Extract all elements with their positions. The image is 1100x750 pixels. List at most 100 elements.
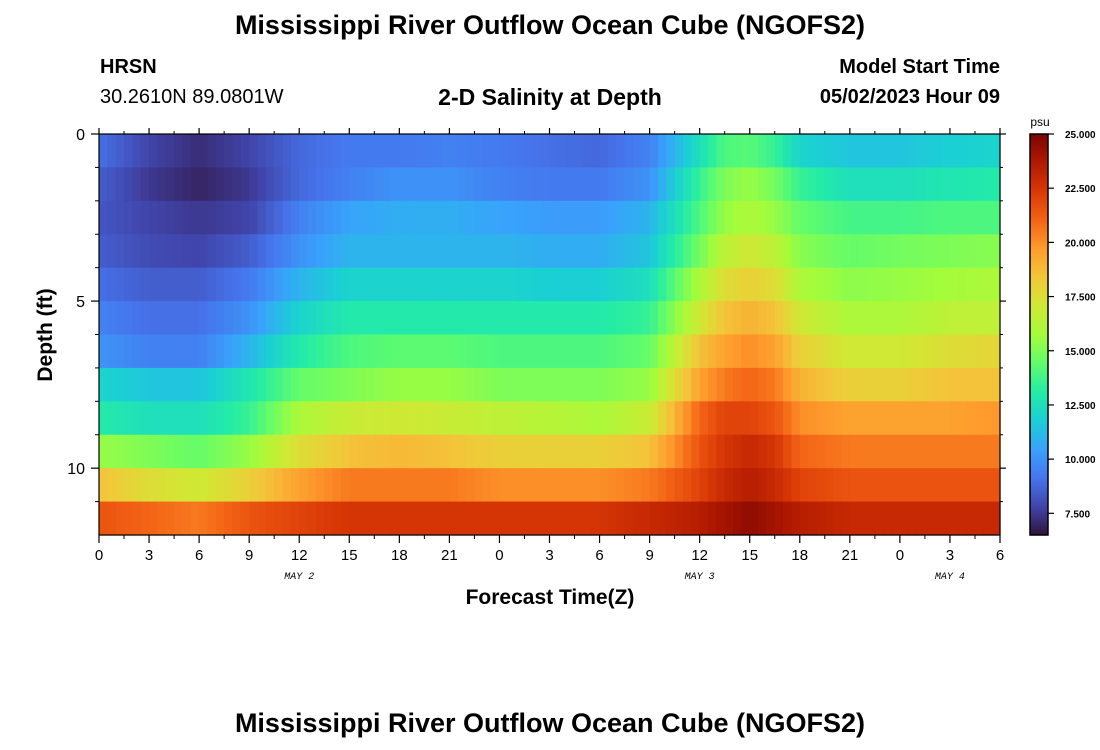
heatmap-cell <box>499 134 509 169</box>
heatmap-cell <box>616 234 626 269</box>
heatmap-cell <box>941 434 951 469</box>
heatmap-cell <box>924 401 934 436</box>
heatmap-cell <box>666 301 676 336</box>
heatmap-cell <box>549 367 559 402</box>
heatmap-cell <box>474 134 484 169</box>
heatmap-cell <box>674 200 684 235</box>
heatmap-cell <box>165 367 175 402</box>
heatmap-cell <box>616 200 626 235</box>
heatmap-cell <box>808 367 818 402</box>
heatmap-cell <box>349 200 359 235</box>
heatmap-cell <box>132 301 142 336</box>
heatmap-cell <box>941 367 951 402</box>
heatmap-cell <box>516 134 526 169</box>
heatmap-cell <box>691 334 701 369</box>
heatmap-cell <box>591 267 601 302</box>
heatmap-cell <box>340 167 350 202</box>
heatmap-cell <box>591 367 601 402</box>
heatmap-cell <box>249 200 259 235</box>
heatmap-cell <box>783 468 793 503</box>
heatmap-cell <box>149 200 158 235</box>
heatmap-cell <box>783 434 793 469</box>
heatmap-cell <box>474 234 484 269</box>
heatmap-cell <box>332 234 342 269</box>
heatmap-cell <box>991 134 1001 169</box>
heatmap-cell <box>524 401 534 436</box>
heatmap-cell <box>958 501 968 536</box>
heatmap-cell <box>140 434 150 469</box>
heatmap-cell <box>257 267 267 302</box>
heatmap-cell <box>124 200 133 235</box>
heatmap-cell <box>207 267 217 302</box>
heatmap-cell <box>349 301 359 336</box>
heatmap-cell <box>716 434 726 469</box>
heatmap-cell <box>516 301 526 336</box>
heatmap-cell <box>566 468 576 503</box>
heatmap-cell <box>416 501 425 536</box>
heatmap-cell <box>708 134 717 169</box>
heatmap-cell <box>783 267 793 302</box>
heatmap-cell <box>215 501 225 536</box>
heatmap-cell <box>774 267 784 302</box>
heatmap-cell <box>582 267 592 302</box>
heatmap-cell <box>215 200 225 235</box>
heatmap-cell <box>708 334 717 369</box>
heatmap-cell <box>424 367 434 402</box>
heatmap-cell <box>774 501 784 536</box>
heatmap-cell <box>149 301 158 336</box>
heatmap-cell <box>315 200 325 235</box>
heatmap-cell <box>716 401 726 436</box>
heatmap-cell <box>399 234 409 269</box>
heatmap-cell <box>265 434 275 469</box>
heatmap-cell <box>424 301 434 336</box>
heatmap-cell <box>115 334 125 369</box>
heatmap-cell <box>599 267 609 302</box>
heatmap-cell <box>407 401 417 436</box>
heatmap-cell <box>182 434 192 469</box>
heatmap-cell <box>399 401 409 436</box>
heatmap-cell <box>749 401 759 436</box>
heatmap-cell <box>724 434 734 469</box>
heatmap-cell <box>332 501 342 536</box>
heatmap-cell <box>833 334 843 369</box>
heatmap-cell <box>99 501 108 536</box>
heatmap-cell <box>941 334 951 369</box>
heatmap-cell <box>783 134 793 169</box>
heatmap-cell <box>315 134 325 169</box>
heatmap-cell <box>899 267 909 302</box>
heatmap-cell <box>474 200 484 235</box>
heatmap-cell <box>541 301 551 336</box>
heatmap-cell <box>824 267 834 302</box>
heatmap-cell <box>407 334 417 369</box>
heatmap-cell <box>491 200 501 235</box>
heatmap-cell <box>282 167 292 202</box>
heatmap-cell <box>899 334 909 369</box>
heatmap-cell <box>924 200 934 235</box>
heatmap-cell <box>916 301 926 336</box>
heatmap-cell <box>257 501 267 536</box>
heatmap-cell <box>265 200 275 235</box>
heatmap-cell <box>441 234 450 269</box>
heatmap-cell <box>682 267 692 302</box>
heatmap-cell <box>566 301 576 336</box>
heatmap-cell <box>599 468 609 503</box>
heatmap-cell <box>799 301 809 336</box>
heatmap-cell <box>874 367 884 402</box>
heatmap-cell <box>816 234 826 269</box>
heatmap-cell <box>474 367 484 402</box>
heatmap-cell <box>616 501 626 536</box>
heatmap-cell <box>733 468 742 503</box>
heatmap-cell <box>416 367 425 402</box>
heatmap-cell <box>991 301 1001 336</box>
heatmap-cell <box>190 501 200 536</box>
heatmap-cell <box>791 301 801 336</box>
heatmap-cell <box>991 200 1001 235</box>
heatmap-cell <box>282 134 292 169</box>
heatmap-cell <box>791 434 801 469</box>
heatmap-cell <box>165 200 175 235</box>
heatmap-cell <box>708 468 717 503</box>
heatmap-cell <box>858 334 868 369</box>
heatmap-cell <box>157 134 167 169</box>
heatmap-cell <box>741 434 751 469</box>
heatmap-cell <box>908 134 918 169</box>
